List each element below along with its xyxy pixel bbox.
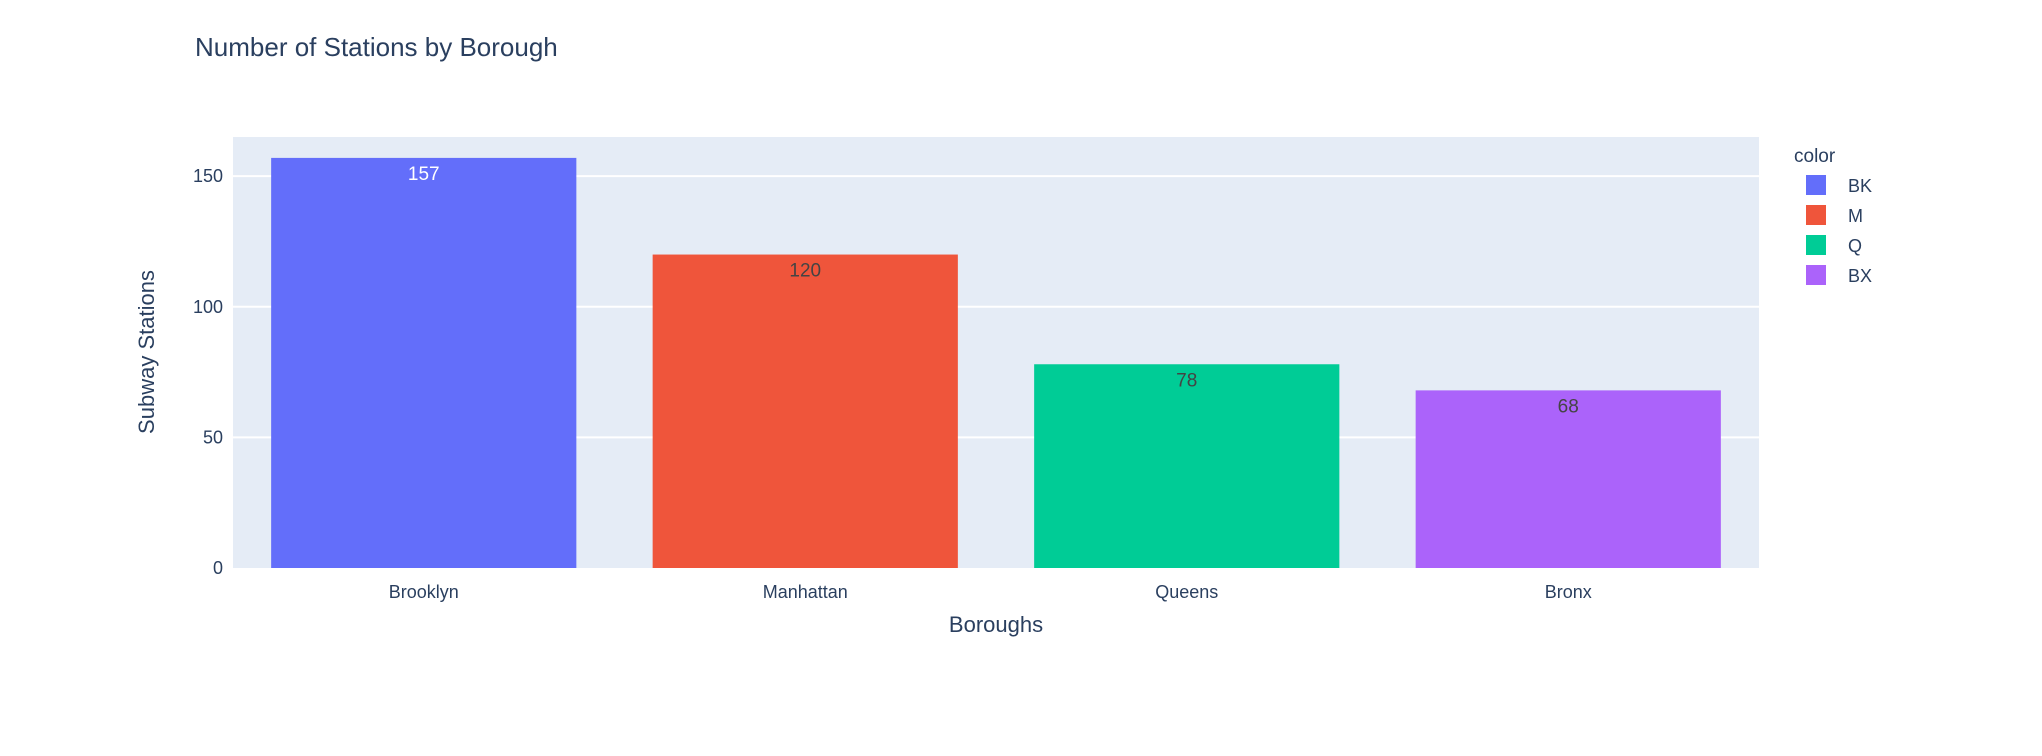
data-label-brooklyn: 157 xyxy=(408,164,440,185)
legend-swatch xyxy=(1806,175,1826,195)
data-label-manhattan: 120 xyxy=(789,261,821,282)
legend-swatch xyxy=(1806,235,1826,255)
y-tick-label: 50 xyxy=(203,427,223,447)
legend[interactable]: color BK MQ BX xyxy=(1794,146,1872,286)
legend-item-q[interactable]: Q xyxy=(1806,235,1862,256)
data-labels: 157 120 78 68 xyxy=(408,164,1579,417)
x-tick-label: Bronx xyxy=(1545,582,1592,602)
bar-bronx[interactable] xyxy=(1415,390,1721,568)
y-tick-label: 0 xyxy=(213,558,223,578)
x-tick-label: Brooklyn xyxy=(389,582,459,602)
bar-manhattan[interactable] xyxy=(652,254,958,568)
legend-item-bx[interactable]: BX xyxy=(1806,265,1872,286)
y-axis-ticks: 0 50 100 150 xyxy=(193,166,223,578)
bar-brooklyn[interactable] xyxy=(271,157,577,568)
legend-label: BK xyxy=(1848,176,1872,196)
x-tick-label: Manhattan xyxy=(763,582,848,602)
legend-item-bk[interactable]: BK xyxy=(1806,175,1872,196)
y-axis-title: Subway Stations xyxy=(134,270,159,434)
bar-queens[interactable] xyxy=(1034,364,1340,568)
legend-swatch xyxy=(1806,205,1826,225)
x-tick-label: Queens xyxy=(1155,582,1218,602)
y-tick-label: 100 xyxy=(193,297,223,317)
chart-title: Number of Stations by Borough xyxy=(195,32,558,62)
legend-swatch xyxy=(1806,265,1826,285)
data-label-queens: 78 xyxy=(1176,370,1197,391)
x-axis-title: Boroughs xyxy=(949,612,1043,637)
bars xyxy=(271,157,1721,568)
y-tick-label: 150 xyxy=(193,166,223,186)
legend-label: BX xyxy=(1848,266,1872,286)
legend-items[interactable]: BK MQ BX xyxy=(1806,175,1872,286)
legend-item-m[interactable]: M xyxy=(1806,205,1863,226)
x-axis-ticks: Brooklyn Manhattan Queens Bronx xyxy=(389,582,1592,602)
legend-label: Q xyxy=(1848,236,1862,256)
data-label-bronx: 68 xyxy=(1558,396,1579,417)
legend-title: color xyxy=(1794,146,1836,167)
legend-label: M xyxy=(1848,206,1863,226)
